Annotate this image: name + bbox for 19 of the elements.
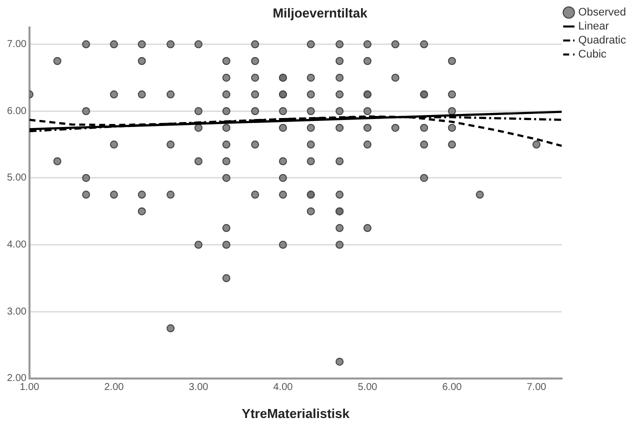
x-tick-label: 3.00 [188, 382, 209, 394]
x-tick-label: 4.00 [273, 382, 294, 394]
legend-label: Observed [578, 6, 626, 19]
x-tick-label: 2.00 [104, 382, 124, 394]
x-axis-title: YtreMaterialistisk [242, 406, 350, 421]
y-tick-label: 2.00 [6, 373, 27, 384]
y-tick-label: 6.00 [6, 106, 27, 117]
y-tick-label: 7.00 [6, 39, 27, 50]
chart-title: Miljoeverntiltak [272, 5, 368, 20]
y-tick-label: 5.00 [6, 172, 27, 184]
x-tick-label: 7.00 [526, 382, 547, 394]
y-tick-label: 4.00 [6, 240, 27, 251]
x-tick-label: 5.00 [358, 382, 378, 394]
legend-label: Quadratic [578, 34, 626, 47]
x-tick-label: 6.00 [442, 382, 462, 394]
legend-label: Linear [578, 20, 610, 33]
x-tick-label: 1.00 [20, 382, 40, 394]
y-tick-label: 3.00 [6, 306, 27, 318]
legend-label: Cubic [578, 48, 607, 61]
